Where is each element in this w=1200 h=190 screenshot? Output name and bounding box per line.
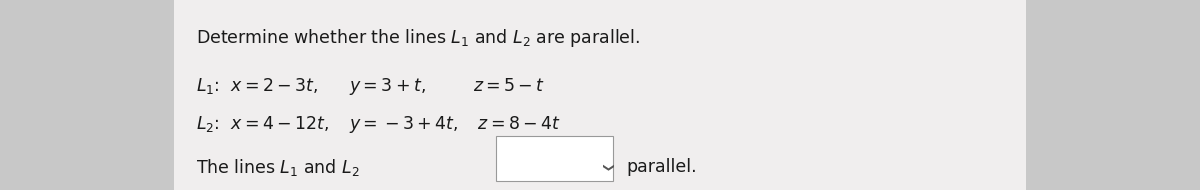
FancyBboxPatch shape bbox=[174, 0, 1026, 190]
Text: ❯: ❯ bbox=[600, 162, 612, 172]
Text: The lines $L_1$ and $L_2$: The lines $L_1$ and $L_2$ bbox=[196, 157, 359, 178]
Text: $L_2$:  $x = 4 - 12t,$   $y = -3 + 4t,$   $z = 8 - 4t$: $L_2$: $x = 4 - 12t,$ $y = -3 + 4t,$ $z … bbox=[196, 114, 560, 135]
FancyBboxPatch shape bbox=[496, 136, 613, 181]
Text: parallel.: parallel. bbox=[626, 158, 697, 176]
Text: $L_1$:  $x = 2 - 3t,$     $y = 3 + t,$        $z = 5 - t$: $L_1$: $x = 2 - 3t,$ $y = 3 + t,$ $z = 5… bbox=[196, 76, 545, 97]
Text: Determine whether the lines $L_1$ and $L_2$ are parallel.: Determine whether the lines $L_1$ and $L… bbox=[196, 27, 640, 49]
